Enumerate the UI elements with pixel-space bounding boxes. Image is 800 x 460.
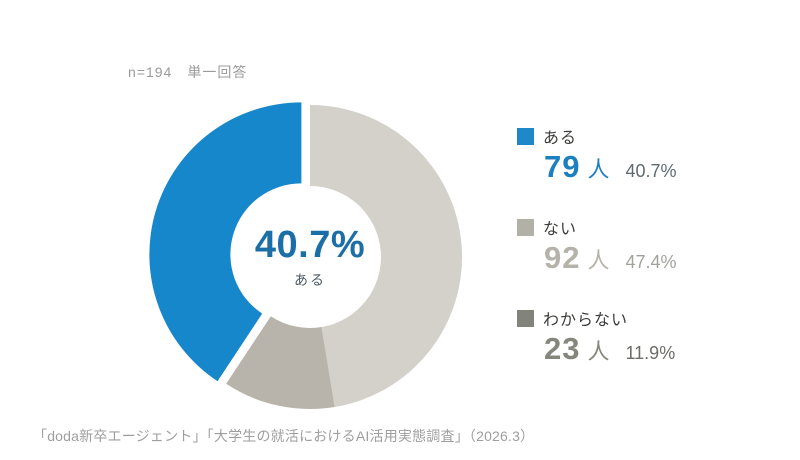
donut-segment-ない	[310, 105, 463, 407]
legend-percent: 47.4%	[625, 252, 677, 272]
legend-count-unit: 人	[587, 339, 610, 364]
legend: ある 79 人 40.7% ない 92 人 47.4% わからない	[517, 124, 677, 397]
legend-count: 92	[544, 240, 581, 275]
legend-swatch-icon	[517, 309, 534, 327]
legend-count-unit: 人	[587, 248, 610, 273]
legend-label: ある	[543, 130, 578, 147]
legend-head: ある	[517, 124, 677, 148]
legend-head: ない	[517, 215, 677, 239]
legend-percent: 11.9%	[625, 343, 676, 363]
legend-numbers: 79 人 40.7%	[517, 149, 677, 185]
source-citation: 「doda新卒エージェント」「大学生の就活におけるAI活用実態調査」（2026.…	[33, 428, 535, 444]
legend-count: 23	[544, 331, 581, 366]
sample-size-note: n=194 単一回答	[128, 64, 248, 80]
legend-head: わからない	[517, 306, 677, 330]
legend-count: 79	[544, 149, 581, 184]
donut-chart	[149, 102, 463, 410]
legend-numbers: 92 人 47.4%	[517, 240, 677, 276]
legend-item-nai: ない 92 人 47.4%	[517, 215, 677, 279]
legend-numbers: 23 人 11.9%	[517, 331, 677, 367]
donut-segment-わからない	[226, 316, 335, 410]
donut-segment-ある	[149, 102, 302, 382]
legend-swatch-icon	[517, 127, 534, 145]
legend-item-wakaranai: わからない 23 人 11.9%	[517, 306, 677, 370]
legend-item-aru: ある 79 人 40.7%	[517, 124, 677, 188]
legend-count-unit: 人	[587, 157, 610, 182]
donut-chart-area: 40.7% ある	[145, 92, 475, 422]
legend-swatch-icon	[517, 218, 534, 236]
legend-percent: 40.7%	[625, 161, 677, 181]
legend-label: わからない	[543, 312, 629, 329]
legend-label: ない	[543, 221, 578, 238]
